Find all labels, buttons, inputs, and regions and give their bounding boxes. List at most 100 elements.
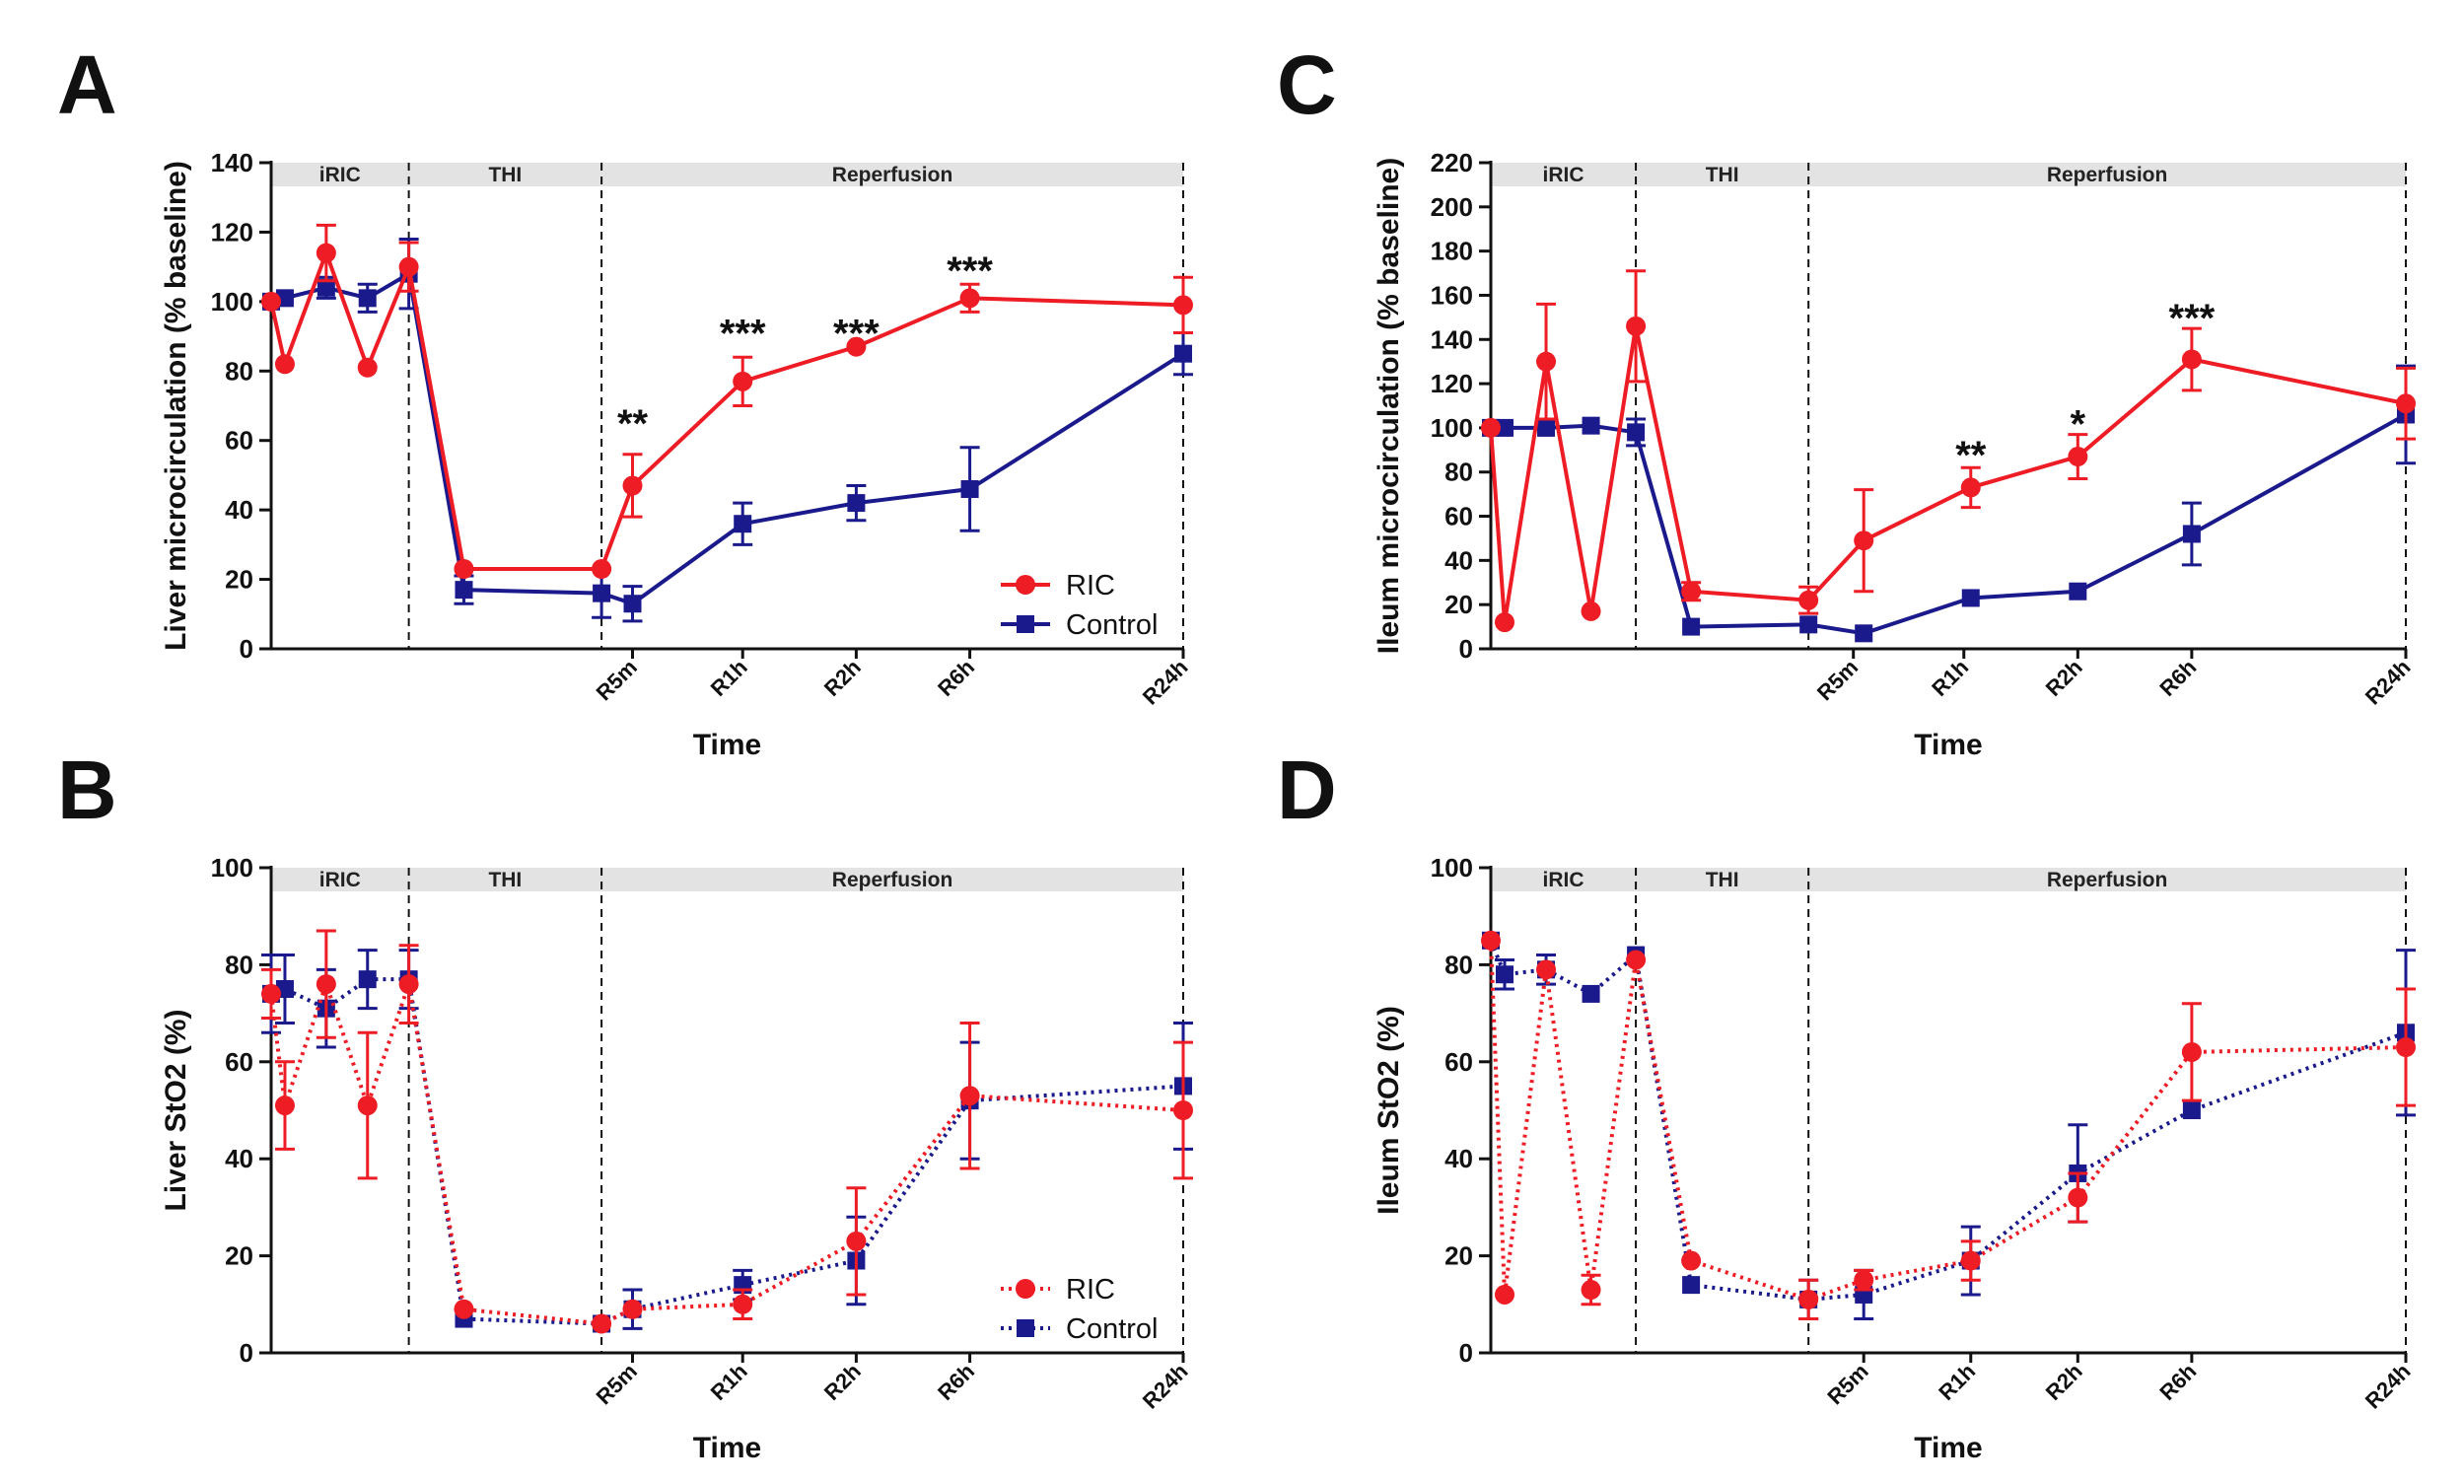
data-point xyxy=(261,983,281,1004)
phase-band xyxy=(271,163,1183,186)
panel-letter: B xyxy=(57,743,117,836)
legend: RIC Control xyxy=(1001,1274,1159,1345)
data-point xyxy=(317,278,335,297)
data-point xyxy=(2181,1041,2202,1062)
data-point xyxy=(1626,950,1647,970)
legend-marker-ric xyxy=(1016,575,1035,595)
x-axis-title: Time xyxy=(693,1432,761,1464)
series-line xyxy=(269,247,1184,572)
data-point xyxy=(2182,1101,2201,1119)
series-line xyxy=(1491,412,2407,636)
x-tick-label: R6h xyxy=(933,655,979,701)
y-tick-label: 20 xyxy=(1444,1241,1473,1271)
data-point xyxy=(2182,525,2201,543)
data-point xyxy=(274,1095,295,1116)
data-point xyxy=(398,974,419,995)
y-tick-label: 60 xyxy=(225,426,253,456)
data-point xyxy=(1495,1284,1515,1305)
x-tick-label: R24h xyxy=(1138,1359,1193,1414)
x-tick-label: R1h xyxy=(1934,1359,1980,1405)
panel-letter: D xyxy=(1277,743,1337,836)
y-tick-label: 20 xyxy=(225,565,253,595)
data-point xyxy=(1960,477,1981,498)
x-axis-title: Time xyxy=(1914,729,1982,761)
y-tick-label: 40 xyxy=(225,1144,253,1173)
data-point xyxy=(2068,447,2088,467)
series-ric xyxy=(261,223,1193,580)
data-point xyxy=(358,970,377,989)
legend-marker-ric xyxy=(1016,1279,1035,1299)
y-tick-label: 200 xyxy=(1431,192,1473,222)
data-point xyxy=(1855,624,1873,643)
x-tick-label: R2h xyxy=(2041,655,2087,701)
data-point xyxy=(1798,590,1819,610)
data-point xyxy=(733,371,753,391)
data-point xyxy=(2181,349,2202,370)
data-point xyxy=(734,515,752,533)
x-tick-label: R24h xyxy=(1138,655,1193,710)
data-point xyxy=(1960,1250,1981,1271)
y-tick-label: 0 xyxy=(1459,1338,1473,1368)
data-point xyxy=(2069,582,2087,601)
x-tick-label: R5m xyxy=(592,1359,642,1409)
data-point xyxy=(1581,1280,1601,1301)
y-tick-label: 80 xyxy=(1444,458,1473,487)
x-tick-label: R2h xyxy=(2041,1359,2087,1405)
data-point xyxy=(274,354,295,375)
y-tick-label: 20 xyxy=(1444,590,1473,619)
data-point xyxy=(623,595,642,613)
y-tick-label: 220 xyxy=(1431,148,1473,177)
data-point xyxy=(1173,1100,1193,1120)
y-tick-label: 40 xyxy=(225,495,253,525)
x-tick-label: R1h xyxy=(706,655,752,701)
phase-label: Reperfusion xyxy=(2047,869,2168,891)
y-tick-label: 100 xyxy=(1431,413,1473,443)
data-point xyxy=(1174,344,1192,363)
data-point xyxy=(733,1294,753,1314)
legend-marker-control xyxy=(1017,1319,1034,1337)
phase-label: THI xyxy=(1706,164,1739,186)
series-ric xyxy=(261,929,1193,1334)
legend-label: RIC xyxy=(1066,1274,1115,1306)
legend-marker-control xyxy=(1017,615,1034,633)
x-tick-label: R5m xyxy=(592,655,642,705)
data-point xyxy=(2068,1187,2088,1208)
phase-label: iRIC xyxy=(1543,164,1584,186)
y-axis-title: Ileum microcirculation (% baseline) xyxy=(1373,158,1405,654)
series-control xyxy=(261,949,1193,1333)
data-point xyxy=(1854,1270,1874,1291)
series-line xyxy=(269,977,1184,1326)
panel-letter: A xyxy=(57,38,117,131)
x-tick-label: R5m xyxy=(1822,1359,1872,1409)
y-tick-label: 160 xyxy=(1431,280,1473,310)
legend: RIC Control xyxy=(1001,570,1159,641)
y-tick-label: 40 xyxy=(1444,545,1473,575)
data-point xyxy=(622,1299,643,1319)
x-axis-title: Time xyxy=(693,729,761,761)
y-tick-label: 80 xyxy=(225,356,253,386)
y-tick-label: 140 xyxy=(211,148,253,177)
panel-letter: C xyxy=(1277,38,1337,131)
data-point xyxy=(960,480,979,499)
y-axis-title: Ileum StO2 (%) xyxy=(1373,1006,1405,1215)
legend-label: Control xyxy=(1066,609,1159,641)
data-point xyxy=(959,1086,980,1106)
data-point xyxy=(261,291,281,312)
data-point xyxy=(454,559,474,580)
phase-label: iRIC xyxy=(319,869,361,891)
y-tick-label: 60 xyxy=(225,1047,253,1077)
y-tick-label: 100 xyxy=(1431,853,1473,883)
phase-label: Reperfusion xyxy=(832,164,953,186)
data-point xyxy=(1495,612,1515,633)
phase-label: THI xyxy=(488,164,522,186)
x-tick-label: R24h xyxy=(2360,1359,2416,1414)
data-point xyxy=(592,1313,612,1334)
data-point xyxy=(1681,581,1702,601)
x-tick-label: R6h xyxy=(933,1359,979,1405)
data-point xyxy=(959,288,980,309)
significance-label: ** xyxy=(1955,434,1987,477)
data-point xyxy=(1854,530,1874,551)
